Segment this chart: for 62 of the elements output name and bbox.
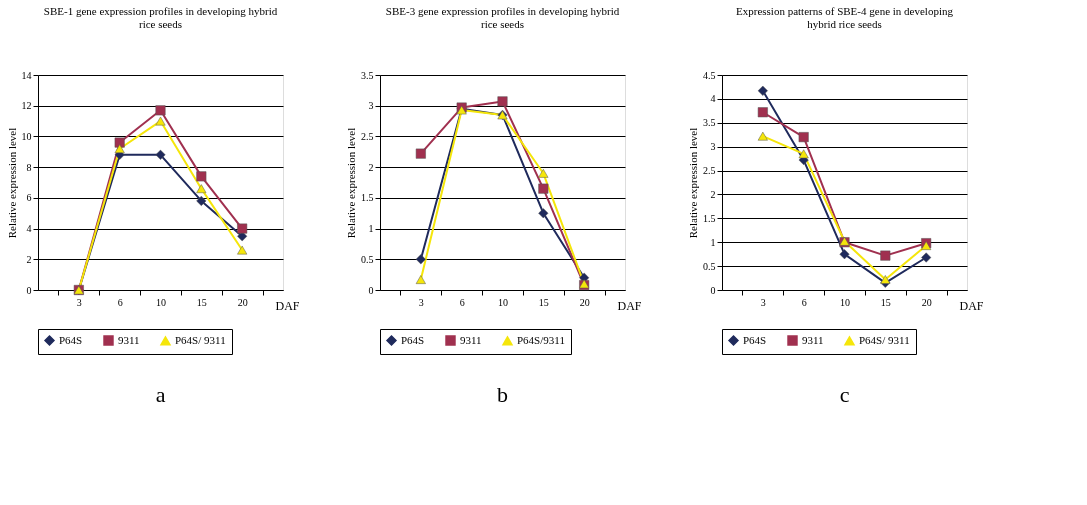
y-tick-label: 0 (710, 284, 716, 296)
chart-title: SBE-3 gene expression profiles in developing hybrid rice seeds (385, 5, 620, 30)
text: c (839, 382, 850, 407)
x-axis-title: DAF (959, 298, 984, 313)
y-tick-label: 2 (368, 161, 374, 173)
y-tick-label: 0 (26, 284, 32, 296)
y-tick-label: 4.5 (703, 69, 716, 81)
x-tick-label: 6 (801, 296, 807, 308)
legend-label: P64S (59, 333, 83, 346)
y-tick-label: 1 (710, 236, 716, 248)
y-tick-label: 2 (710, 188, 716, 200)
legend-label: P64S/ 9311 (859, 333, 910, 346)
x-tick-label: 20 (921, 296, 932, 308)
legend-label: 9311 (118, 333, 140, 346)
y-tick-label: 3 (710, 141, 716, 153)
y-tick-label: 14 (21, 69, 32, 81)
x-tick-label: 3 (76, 296, 82, 308)
y-tick-label: 1.5 (361, 192, 374, 204)
y-tick-label: 3 (368, 100, 374, 112)
x-tick-label: 3 (418, 296, 424, 308)
x-tick-label: 20 (579, 296, 590, 308)
y-tick-label: 1.5 (703, 212, 716, 224)
x-tick-label: 10 (156, 296, 166, 308)
y-tick-label: 0 (368, 284, 374, 296)
x-tick-label: 15 (880, 296, 891, 308)
chart-title: Expression patterns of SBE-4 gene in developing hybrid rice seeds (736, 5, 954, 30)
text: a (155, 382, 166, 407)
x-tick-label: 6 (459, 296, 465, 308)
y-tick-label: 4 (710, 93, 716, 105)
y-tick-label: 2.5 (361, 130, 374, 142)
legend-label: 9311 (802, 333, 824, 346)
y-tick-label: 10 (21, 130, 32, 142)
y-tick-label: 0.5 (703, 260, 716, 272)
x-axis-title: DAF (275, 298, 300, 313)
y-axis-title: Relative expression level (687, 127, 699, 239)
legend-label: P64S/ 9311 (175, 333, 226, 346)
x-tick-label: 10 (840, 296, 850, 308)
y-tick-label: 1 (368, 223, 374, 235)
y-tick-label: 2 (26, 253, 32, 265)
x-axis-title: DAF (617, 298, 642, 313)
x-tick-label: 20 (237, 296, 248, 308)
y-tick-label: 12 (21, 100, 32, 112)
legend-label: P64S (743, 333, 767, 346)
y-tick-label: 6 (26, 192, 32, 204)
x-tick-label: 10 (498, 296, 508, 308)
y-axis-title: Relative expression level (5, 127, 18, 239)
y-tick-label: 3.5 (361, 69, 374, 81)
legend-label: P64S (401, 333, 425, 346)
x-tick-label: 6 (117, 296, 123, 308)
x-tick-label: 15 (538, 296, 549, 308)
y-tick-label: 0.5 (361, 253, 374, 265)
y-tick-label: 4 (26, 223, 32, 235)
legend-label: 9311 (460, 333, 482, 346)
x-tick-label: 3 (760, 296, 766, 308)
x-tick-label: 15 (196, 296, 207, 308)
y-tick-label: 2.5 (703, 165, 716, 177)
legend-label: P64S/9311 (517, 333, 565, 346)
y-tick-label: 3.5 (703, 117, 716, 129)
chart-title: SBE-1 gene expression profiles in developing hybrid rice seeds (43, 5, 278, 30)
text: b (497, 382, 508, 407)
y-tick-label: 8 (26, 161, 32, 173)
y-axis-title: Relative expression level (345, 127, 357, 239)
